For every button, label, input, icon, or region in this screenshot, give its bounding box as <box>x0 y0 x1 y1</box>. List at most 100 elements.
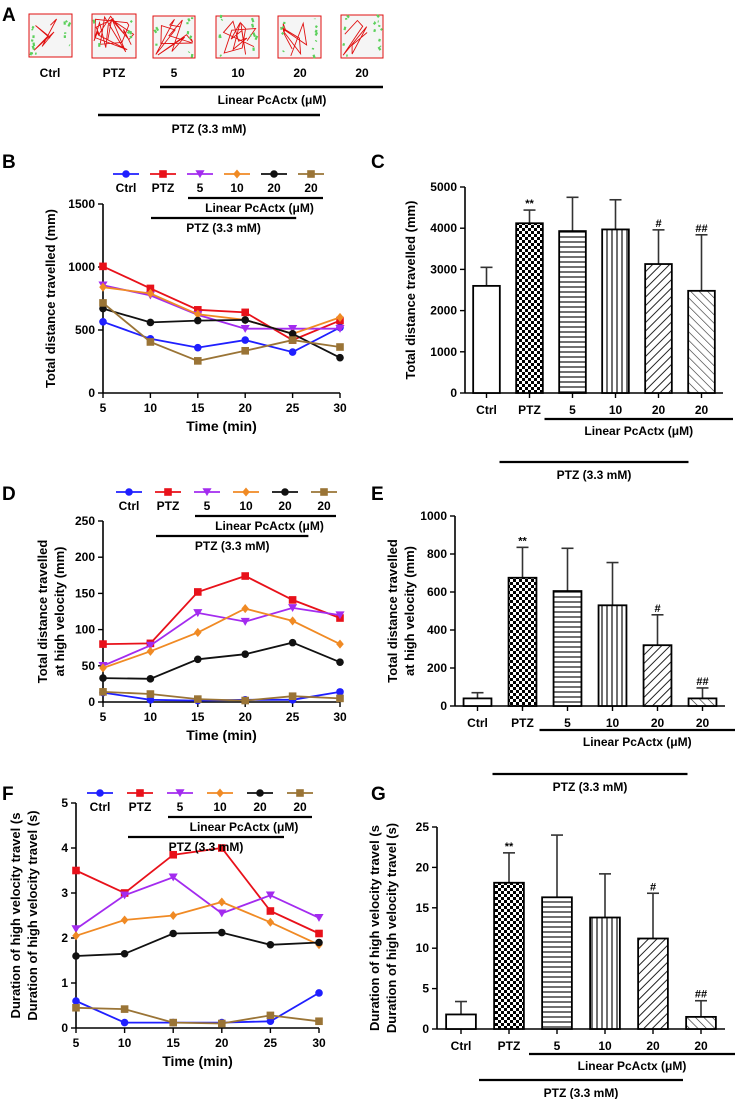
trackplot-slow-path <box>342 14 383 57</box>
x-tick-label: 25 <box>286 401 300 415</box>
data-point <box>146 646 155 656</box>
y-tick-label: 1000 <box>430 345 457 359</box>
series-line <box>102 302 341 362</box>
y-axis-label: Total distance travelled at high velocity… <box>35 540 67 684</box>
data-point <box>336 353 344 362</box>
data-point <box>194 588 202 596</box>
data-point <box>146 675 155 683</box>
x-tick-label: 5 <box>554 1039 561 1053</box>
series-line <box>102 641 341 680</box>
y-tick-label: 20 <box>416 860 430 874</box>
panel-d-line-chart: 0 50 100 150 200 250 5 10 15 20 25 30 Time (min) Tota… <box>35 487 347 743</box>
legend-label: 20 <box>278 499 292 513</box>
x-tick-label: PTZ <box>498 1039 521 1053</box>
trackplot-slow-path <box>92 19 133 47</box>
data-point <box>241 604 249 614</box>
panel-label-a: A <box>2 5 16 26</box>
x-tick-label: 20 <box>651 716 665 730</box>
legend: Ctrl PTZ 5 10 20 20 Linear PcActx (μM) PTZ (3.3… <box>116 487 337 553</box>
x-tick-label: 5 <box>100 401 107 415</box>
x-tick-label: 10 <box>609 403 623 417</box>
data-point <box>146 338 155 346</box>
y-tick-label: 4000 <box>430 221 457 235</box>
x-tick-label: Ctrl <box>476 403 497 417</box>
x-tick-label: 15 <box>167 1036 181 1050</box>
significance-mark: ** <box>525 198 534 210</box>
linear-pcactx-label: Linear PcActx (μM) <box>583 735 692 749</box>
series-line <box>75 931 320 957</box>
trackplot-fast-path <box>280 21 308 57</box>
bar <box>597 604 628 707</box>
panel-label-d: D <box>2 484 16 505</box>
data-point <box>194 655 202 664</box>
series-line <box>75 1006 320 1025</box>
y-tick-label: 1 <box>61 976 68 990</box>
data-point <box>336 658 344 666</box>
series-2 <box>71 873 324 934</box>
x-tick-label: 25 <box>286 710 300 724</box>
data-point <box>288 329 297 338</box>
y-tick-label: 1000 <box>68 260 95 274</box>
bar <box>685 1015 717 1030</box>
series-4 <box>72 928 323 960</box>
x-tick-label: 5 <box>73 1036 80 1050</box>
data-point <box>99 318 107 326</box>
data-point <box>99 640 107 648</box>
y-tick-label: 0 <box>440 699 447 713</box>
data-point <box>99 663 107 673</box>
data-point <box>314 913 324 922</box>
y-tick-label: 500 <box>75 323 95 337</box>
panel-label-g: G <box>371 784 386 805</box>
y-tick-label: 50 <box>82 659 96 673</box>
legend-marker <box>270 170 278 178</box>
series-5 <box>99 299 344 365</box>
trackplot-fast-path <box>155 19 194 56</box>
panel-label-b: B <box>2 152 16 173</box>
legend-label: 5 <box>177 800 184 814</box>
y-tick-label: 150 <box>75 586 95 600</box>
trackplot-group-label: Ctrl <box>40 66 61 80</box>
legend-label: PTZ <box>152 181 175 195</box>
x-tick-label: 20 <box>652 403 666 417</box>
data-point <box>72 1003 80 1012</box>
series-5 <box>72 1003 323 1028</box>
bar <box>515 222 544 394</box>
legend-label: 10 <box>239 499 253 513</box>
legend-marker <box>136 789 144 797</box>
series-2 <box>98 604 345 670</box>
trackplot-fast-path <box>93 15 135 53</box>
legend-marker <box>122 170 130 178</box>
trackplot-4 <box>277 15 322 59</box>
bar <box>552 590 583 707</box>
series-1 <box>99 262 344 344</box>
panel-label-f: F <box>2 784 14 805</box>
y-axis-label-line: Total distance travelled <box>385 539 400 683</box>
y-tick-label: 5 <box>61 796 68 810</box>
trackplot-1 <box>91 13 137 59</box>
panel-f-line-chart: 0 1 2 3 4 5 5 10 15 20 25 30 Time (min) Duration of h… <box>8 788 326 1069</box>
data-point <box>168 873 178 882</box>
trackplot-slow-path <box>153 17 194 58</box>
data-point <box>193 609 203 618</box>
data-point <box>266 1017 275 1026</box>
y-tick-label: 2 <box>61 931 68 945</box>
legend-label: 20 <box>317 499 331 513</box>
y-tick-label: 800 <box>427 547 447 561</box>
data-point <box>218 897 226 907</box>
legend-ptz-label: PTZ (3.3 mM) <box>186 221 261 235</box>
data-point <box>288 348 297 356</box>
significance-mark: ## <box>696 676 708 688</box>
data-point <box>315 929 323 938</box>
legend-label: 20 <box>267 181 281 195</box>
data-point <box>241 696 249 705</box>
data-point <box>169 1018 177 1027</box>
legend-marker <box>195 170 205 179</box>
data-point <box>335 611 345 620</box>
y-axis-label: Total distance travelled (mm) <box>403 201 418 380</box>
trackplot-group-label: 20 <box>293 66 307 80</box>
legend-marker <box>320 488 328 496</box>
legend-marker <box>164 488 172 496</box>
legend-marker <box>233 169 241 179</box>
linear-pcactx-label: Linear PcActx (μM) <box>578 1059 687 1073</box>
data-point <box>265 891 275 900</box>
